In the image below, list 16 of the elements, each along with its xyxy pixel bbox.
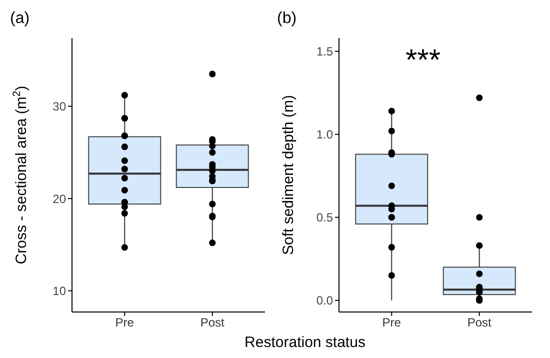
x-axis-title: Restoration status xyxy=(244,334,366,351)
chart-title: (a) xyxy=(10,10,30,28)
x-tick-label: Pre xyxy=(115,316,134,330)
y-tick-label: 10 xyxy=(52,284,66,298)
chart-title: (b) xyxy=(277,10,297,28)
x-tick-label: Post xyxy=(200,316,226,330)
annotation: *** xyxy=(405,44,441,78)
y-tick-label: 1.5 xyxy=(316,44,334,59)
x-tick-label: Pre xyxy=(382,316,402,330)
y-tick-label: 30 xyxy=(52,100,66,114)
y-tick-label: 0.0 xyxy=(316,294,334,308)
x-tick-label: Post xyxy=(467,316,492,330)
y-axis-title: Soft sediment depth (m) xyxy=(280,94,297,256)
y-tick-label: 20 xyxy=(52,192,66,206)
y-tick-label: 0.5 xyxy=(316,210,334,225)
y-tick-label: 1.0 xyxy=(316,128,334,142)
